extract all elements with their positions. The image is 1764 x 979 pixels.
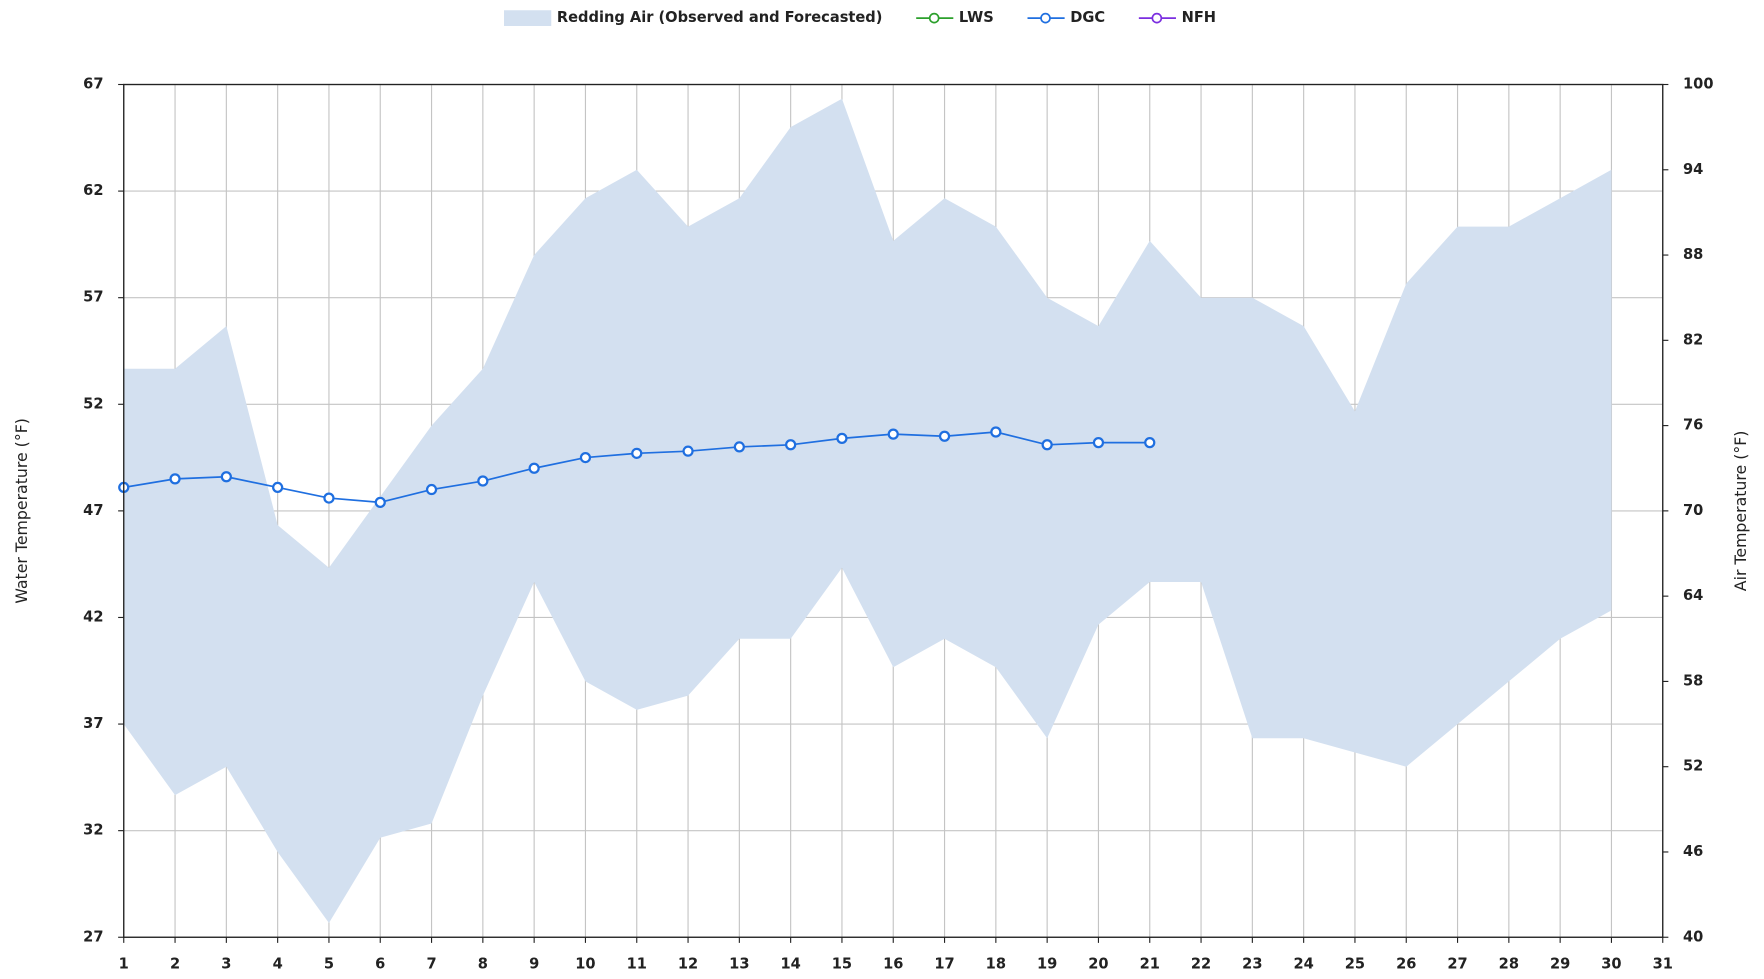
series-point — [528, 462, 540, 474]
x-tick-label: 4 — [273, 955, 283, 972]
y-tick-label: 62 — [83, 182, 103, 199]
y2-tick-label: 58 — [1683, 672, 1703, 689]
x-tick-label: 3 — [221, 955, 231, 972]
y2-tick-label: 52 — [1683, 758, 1703, 775]
series-point — [682, 445, 694, 457]
series-point — [990, 426, 1002, 438]
series-point — [1092, 437, 1105, 449]
x-tick-label: 22 — [1191, 955, 1211, 972]
y2-tick-label: 70 — [1683, 502, 1703, 519]
series-point — [220, 471, 232, 483]
series-point — [836, 432, 848, 445]
plot — [118, 98, 1612, 924]
y2-tick-label: 64 — [1683, 587, 1703, 604]
series-point — [1041, 439, 1053, 451]
x-tick-label: 27 — [1447, 955, 1467, 972]
y-tick-label: 47 — [83, 502, 103, 519]
y-tick-label: 37 — [83, 715, 103, 732]
y2-tick-label: 76 — [1683, 417, 1703, 434]
legend-label: DGC — [1070, 9, 1105, 26]
series-point — [887, 428, 899, 440]
x-tick-label: 21 — [1140, 955, 1160, 972]
x-tick-label: 14 — [780, 955, 800, 972]
series-point — [579, 451, 592, 464]
y2-tick-label: 40 — [1683, 928, 1703, 945]
x-tick-label: 28 — [1499, 955, 1519, 972]
x-tick-label: 29 — [1550, 955, 1570, 972]
series-point — [477, 475, 489, 487]
legend-marker — [1151, 12, 1163, 24]
x-tick-label: 10 — [575, 955, 595, 972]
y-tick-label: 32 — [83, 822, 103, 839]
series-point — [374, 496, 386, 508]
y2-axis-label: Air Temperature (°F) — [1731, 431, 1750, 592]
x-tick-label: 25 — [1345, 955, 1365, 972]
legend-swatch — [504, 10, 552, 26]
series-point — [323, 492, 335, 504]
x-tick-label: 1 — [119, 955, 129, 972]
y-tick-label: 67 — [83, 76, 103, 93]
x-tick-label: 23 — [1242, 955, 1262, 972]
series-point — [733, 441, 745, 453]
x-tick-label: 8 — [478, 955, 488, 972]
x-tick-label: 2 — [170, 955, 180, 972]
x-tick-label: 15 — [832, 955, 852, 972]
series-point — [938, 430, 951, 442]
x-tick-label: 17 — [934, 955, 954, 972]
x-tick-label: 9 — [529, 955, 539, 972]
x-tick-label: 16 — [883, 955, 903, 972]
y-tick-label: 52 — [83, 395, 103, 412]
x-tick-label: 6 — [375, 955, 385, 972]
x-tick-label: 30 — [1601, 955, 1621, 972]
series-point — [169, 473, 181, 485]
x-tick-label: 26 — [1396, 955, 1416, 972]
y-tick-label: 42 — [83, 608, 103, 625]
y2-tick-label: 82 — [1683, 331, 1703, 348]
series-point — [272, 481, 284, 494]
legend-marker — [928, 12, 940, 24]
x-tick-label: 13 — [729, 955, 749, 972]
series-point — [631, 447, 643, 459]
x-tick-label: 19 — [1037, 955, 1057, 972]
legend-marker — [1040, 12, 1051, 24]
legend-label: NFH — [1182, 9, 1216, 26]
y-tick-label: 27 — [83, 928, 103, 945]
y2-tick-label: 46 — [1683, 843, 1703, 860]
series-point — [1144, 437, 1156, 449]
legend-label: Redding Air (Observed and Forecasted) — [557, 9, 883, 26]
air-band — [123, 98, 1612, 924]
series-point — [425, 483, 438, 496]
x-tick-label: 5 — [324, 955, 334, 972]
x-tick-label: 11 — [627, 955, 647, 972]
plot-frame — [123, 83, 1664, 938]
x-tick-label: 7 — [426, 955, 436, 972]
y2-tick-label: 100 — [1683, 76, 1714, 93]
y-tick-label: 57 — [83, 289, 103, 306]
x-tick-label: 12 — [678, 955, 698, 972]
x-tick-label: 20 — [1088, 955, 1108, 972]
y-axis-label: Water Temperature (°F) — [12, 418, 31, 604]
y2-tick-label: 88 — [1683, 246, 1703, 263]
x-tick-label: 18 — [986, 955, 1006, 972]
x-tick-label: 31 — [1653, 955, 1673, 972]
x-tick-label: 24 — [1293, 955, 1313, 972]
y2-tick-label: 94 — [1683, 161, 1703, 178]
series-point — [785, 439, 797, 451]
legend-label: LWS — [959, 9, 994, 26]
